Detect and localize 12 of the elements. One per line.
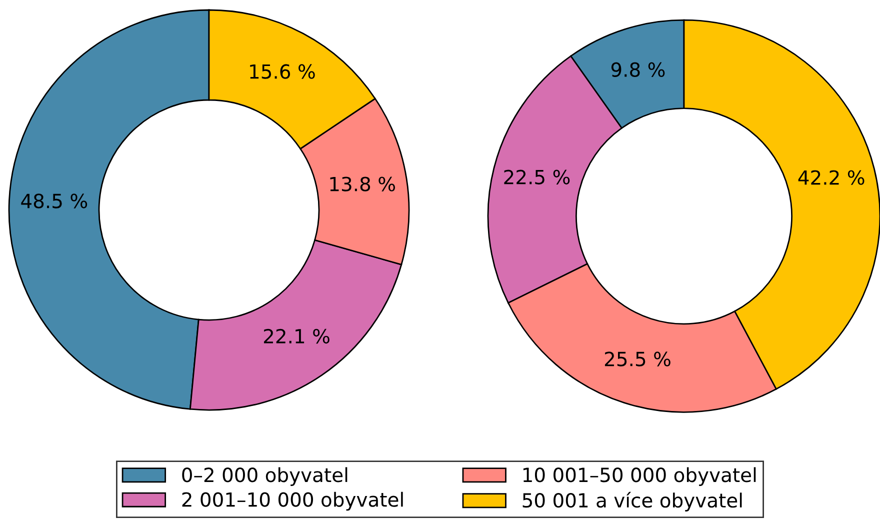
legend-label: 10 001–50 000 obyvatel — [523, 467, 756, 486]
data-label: 13.8 % — [330, 176, 395, 192]
legend-label: 2 001–10 000 obyvatel — [182, 492, 403, 511]
data-label: 42.2 % — [798, 170, 864, 185]
legend-label: 0–2 000 obyvatel — [182, 467, 348, 486]
data-label: 9.8 % — [611, 62, 665, 77]
legend-label: 50 001 a více obyvatel — [522, 492, 742, 512]
data-label: 15.6 % — [250, 64, 315, 79]
data-label: 22.1 % — [264, 328, 330, 344]
data-label: 48.5 % — [21, 194, 88, 208]
data-label: 22.5 % — [504, 170, 570, 184]
data-label: 25.5 % — [604, 352, 670, 366]
